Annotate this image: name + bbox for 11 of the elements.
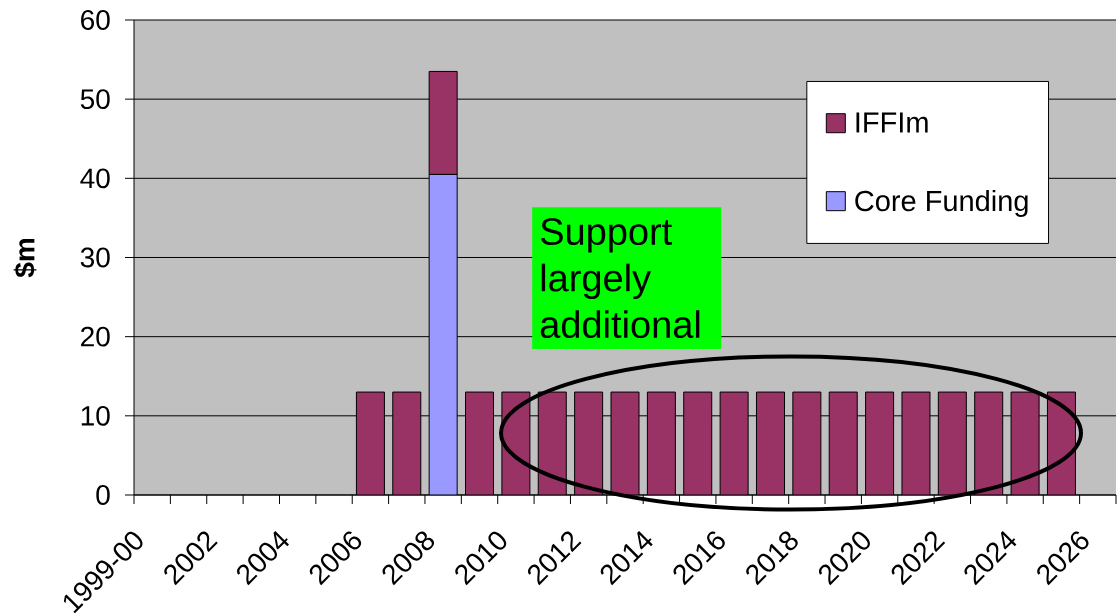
legend-label: Core Funding — [855, 189, 1028, 217]
y-tick-label: 40 — [80, 168, 110, 189]
annotation: Support largely additional — [540, 218, 700, 339]
y-axis-title: $m — [13, 239, 37, 278]
y-tick-label: 10 — [81, 405, 110, 426]
y-tick-label: 60 — [81, 10, 110, 30]
y-tick-label: 20 — [81, 326, 110, 347]
y-tick-label: 50 — [80, 89, 110, 110]
y-tick-label: 0 — [96, 485, 110, 505]
legend-label: IFFIm — [856, 112, 928, 133]
y-tick-label: 30 — [80, 247, 110, 268]
